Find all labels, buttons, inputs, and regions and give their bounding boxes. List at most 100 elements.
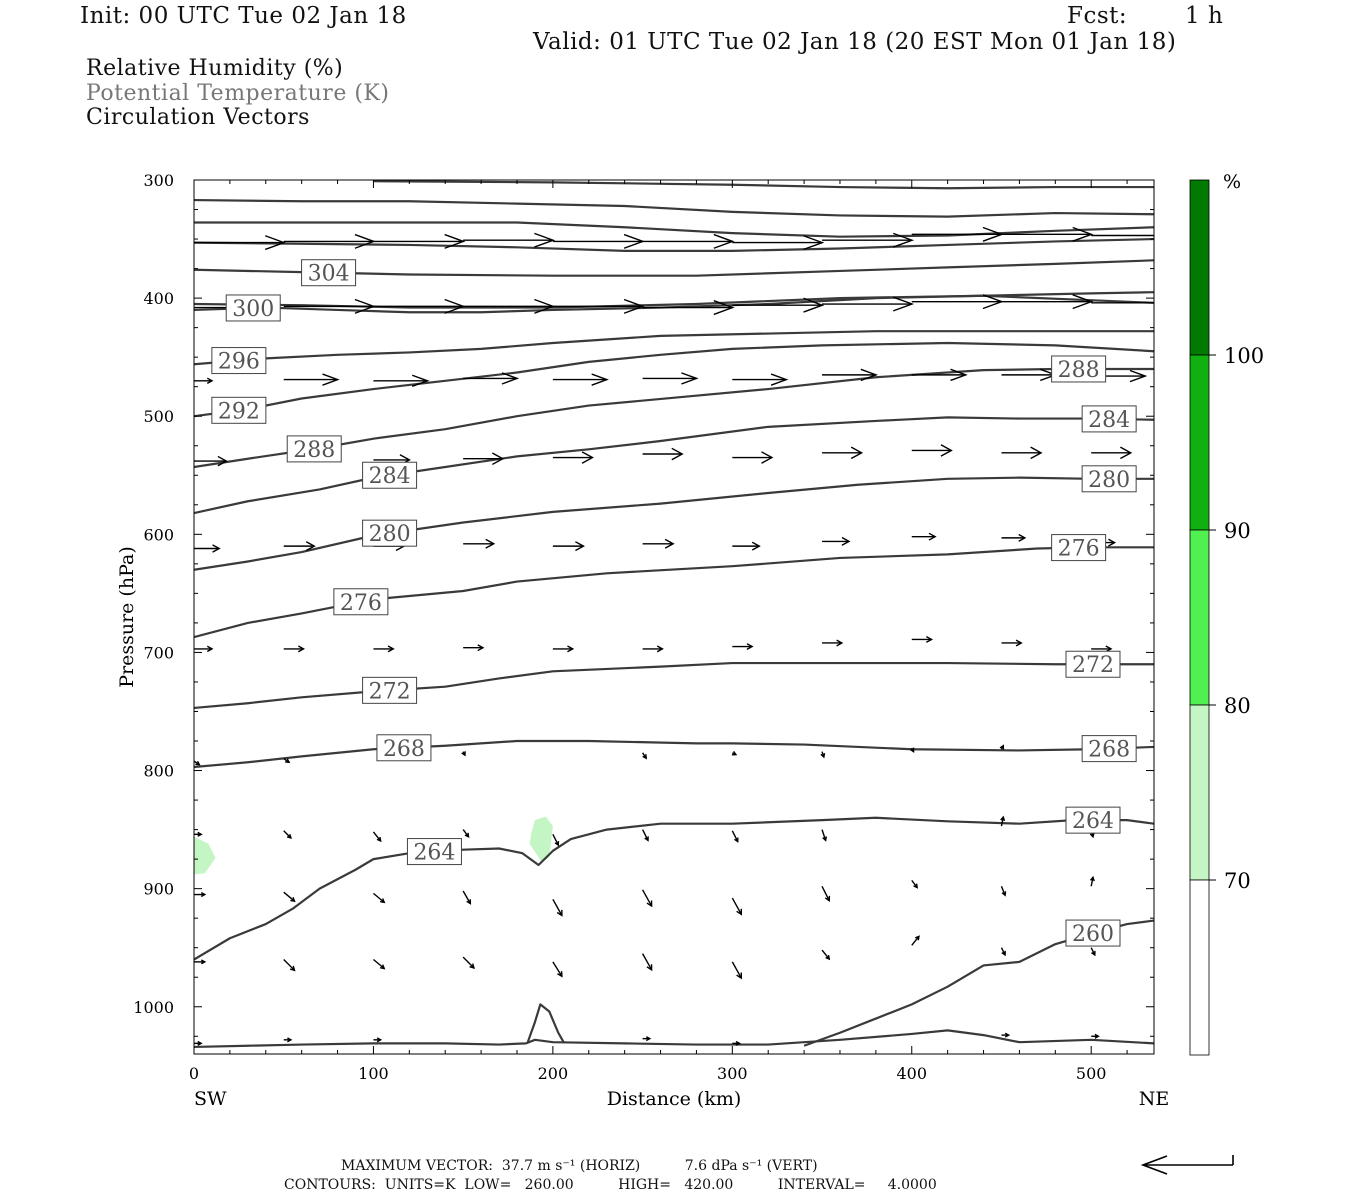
vector-head bbox=[860, 368, 879, 382]
vector-arrow bbox=[732, 451, 774, 464]
x-tick-label: 0 bbox=[189, 1064, 199, 1083]
vector-arrow bbox=[732, 541, 761, 551]
theta-contours bbox=[194, 180, 1154, 1049]
vector-head bbox=[217, 455, 228, 467]
vector-arrow bbox=[822, 296, 915, 312]
contour-label-box bbox=[286, 435, 342, 463]
theta-contour-u16 bbox=[373, 180, 1154, 190]
vector-arrow bbox=[461, 751, 466, 757]
vector-arrow bbox=[552, 961, 563, 978]
vector-head bbox=[297, 645, 305, 653]
vector-arrow bbox=[821, 829, 828, 842]
vector-head bbox=[575, 541, 585, 552]
vector-head bbox=[770, 373, 789, 386]
vector-head bbox=[761, 451, 774, 464]
vector-head bbox=[411, 374, 430, 387]
vector-head bbox=[461, 751, 466, 757]
vector-head bbox=[734, 837, 739, 843]
vector-head bbox=[554, 841, 560, 847]
vector-arrow bbox=[731, 750, 738, 756]
vector-head bbox=[485, 538, 496, 549]
contour-label-box bbox=[225, 294, 281, 322]
vector-head bbox=[466, 899, 472, 905]
vector-head bbox=[287, 1037, 293, 1043]
theta-contour-264 bbox=[194, 816, 1154, 961]
contour-label-300: 300 bbox=[232, 297, 274, 322]
vector-shaft bbox=[552, 898, 563, 916]
vector-arrow bbox=[731, 830, 739, 843]
colorbar-unit: % bbox=[1223, 171, 1241, 193]
vector-arrow bbox=[642, 300, 735, 316]
vector-shaft bbox=[283, 959, 296, 971]
vector-arrow bbox=[283, 233, 376, 249]
vector-head bbox=[1001, 950, 1006, 957]
vector-arrow bbox=[283, 373, 340, 386]
vector-head bbox=[197, 1040, 203, 1046]
y-tick-label: 400 bbox=[143, 289, 174, 308]
theta-contour-u17 bbox=[194, 1029, 1154, 1049]
vector-arrow bbox=[822, 232, 915, 248]
theta-contour-268 bbox=[194, 739, 1154, 769]
y-tick-label: 900 bbox=[143, 880, 174, 899]
vector-head bbox=[286, 833, 292, 840]
vector-arrow bbox=[1001, 294, 1094, 310]
vector-arrow bbox=[1001, 368, 1058, 382]
vector-arrow bbox=[372, 831, 382, 843]
contour-label-box bbox=[362, 519, 418, 547]
vector-arrow bbox=[642, 1036, 652, 1042]
vector-head bbox=[646, 964, 653, 972]
vector-arrow bbox=[821, 885, 831, 902]
vector-head bbox=[645, 1036, 652, 1042]
vector-head bbox=[1089, 875, 1095, 882]
rh-area-0 bbox=[194, 836, 216, 875]
colorbar-band-70-80 bbox=[1189, 704, 1210, 881]
vector-arrow bbox=[552, 233, 645, 249]
vector-head bbox=[1129, 369, 1148, 383]
vector-arrow bbox=[911, 879, 919, 889]
vector-head bbox=[914, 935, 920, 941]
vector-head bbox=[264, 235, 287, 251]
colorbar-label-80: 80 bbox=[1224, 694, 1251, 718]
y-tick-label: 300 bbox=[143, 171, 174, 190]
contour-label-288: 288 bbox=[1058, 358, 1100, 383]
vector-arrow bbox=[283, 959, 296, 972]
vector-arrow bbox=[194, 645, 214, 653]
vector-head bbox=[893, 296, 915, 312]
vector-head bbox=[556, 909, 563, 917]
contour-label-268: 268 bbox=[1088, 738, 1130, 763]
vector-shaft bbox=[641, 953, 653, 971]
vector-shaft bbox=[372, 892, 385, 903]
theta-contour-292 bbox=[194, 341, 1154, 418]
vector-arrow bbox=[194, 455, 228, 467]
vector-arrow bbox=[194, 959, 207, 965]
contour-label-276: 276 bbox=[1058, 537, 1100, 562]
vector-head bbox=[1072, 294, 1094, 310]
vector-arrow bbox=[642, 752, 648, 760]
vector-head bbox=[195, 760, 201, 766]
vector-arrow bbox=[820, 751, 826, 759]
vector-shaft bbox=[731, 961, 742, 979]
vector-head bbox=[803, 297, 825, 313]
vector-arrow bbox=[822, 639, 844, 647]
vector-head bbox=[1015, 639, 1023, 647]
theta-contour-280 bbox=[194, 476, 1154, 571]
contour-label-box bbox=[211, 396, 267, 424]
vector-head bbox=[736, 972, 743, 980]
vector-shaft bbox=[731, 830, 739, 842]
vector-head bbox=[200, 892, 207, 898]
contour-label-264: 264 bbox=[413, 841, 455, 866]
vector-arrow bbox=[373, 1037, 383, 1043]
contour-label-box bbox=[1051, 534, 1107, 562]
y-axis-label: Pressure (hPa) bbox=[116, 546, 138, 688]
vector-arrow bbox=[1091, 234, 1154, 237]
vector-arrow bbox=[1089, 875, 1095, 887]
vector-head bbox=[290, 897, 296, 903]
max-vector-note: MAXIMUM VECTOR: 37.7 m s⁻¹ (HORIZ) 7.6 d… bbox=[341, 1158, 818, 1174]
contour-label-280: 280 bbox=[1088, 468, 1130, 493]
vector-arrow bbox=[1000, 947, 1006, 957]
vector-arrow bbox=[462, 956, 475, 969]
vector-arrow bbox=[373, 374, 430, 387]
vector-head bbox=[1089, 832, 1095, 839]
vector-head bbox=[893, 232, 915, 248]
plot-frame bbox=[193, 179, 1155, 1055]
